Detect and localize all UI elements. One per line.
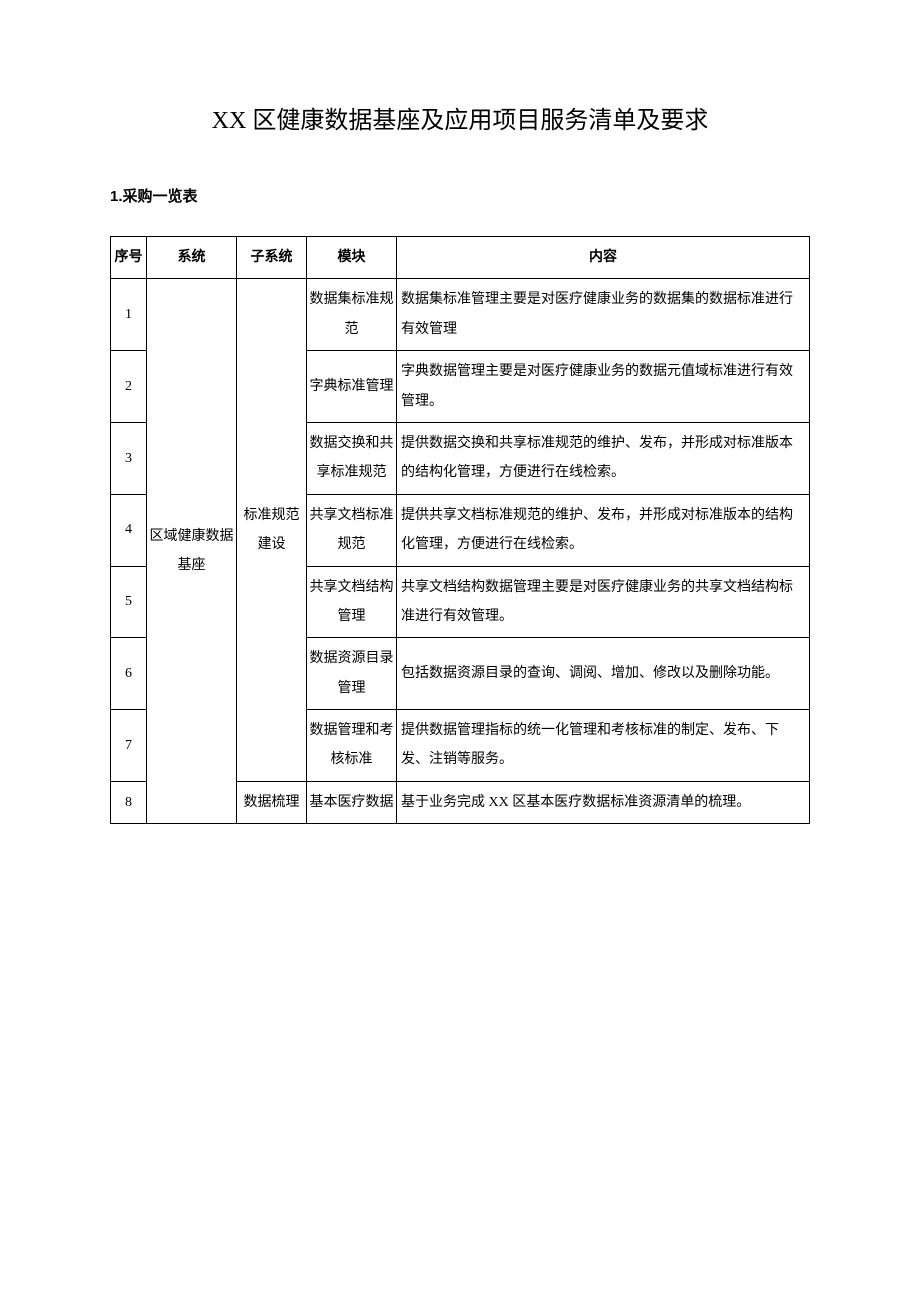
cell-seq: 5	[111, 566, 147, 638]
cell-seq: 1	[111, 279, 147, 351]
th-subsystem: 子系统	[237, 237, 307, 279]
cell-subsystem: 标准规范建设	[237, 279, 307, 781]
cell-content: 提供数据管理指标的统一化管理和考核标准的制定、发布、下发、注销等服务。	[397, 710, 810, 782]
cell-content: 提供数据交换和共享标准规范的维护、发布，并形成对标准版本的结构化管理，方便进行在…	[397, 422, 810, 494]
cell-content: 包括数据资源目录的查询、调阅、增加、修改以及删除功能。	[397, 638, 810, 710]
cell-seq: 2	[111, 351, 147, 423]
procurement-table: 序号 系统 子系统 模块 内容 1 区域健康数据基座 标准规范建设 数据集标准规…	[110, 236, 810, 824]
cell-seq: 8	[111, 781, 147, 823]
table-header-row: 序号 系统 子系统 模块 内容	[111, 237, 810, 279]
cell-seq: 4	[111, 494, 147, 566]
cell-system: 区域健康数据基座	[147, 279, 237, 824]
cell-module: 基本医疗数据	[307, 781, 397, 823]
cell-seq: 6	[111, 638, 147, 710]
cell-module: 共享文档结构管理	[307, 566, 397, 638]
cell-subsystem: 数据梳理	[237, 781, 307, 823]
cell-module: 字典标准管理	[307, 351, 397, 423]
page-title: XX 区健康数据基座及应用项目服务清单及要求	[110, 100, 810, 135]
cell-content: 数据集标准管理主要是对医疗健康业务的数据集的数据标准进行有效管理	[397, 279, 810, 351]
cell-module: 数据资源目录管理	[307, 638, 397, 710]
table-row: 1 区域健康数据基座 标准规范建设 数据集标准规范 数据集标准管理主要是对医疗健…	[111, 279, 810, 351]
cell-module: 数据交换和共享标准规范	[307, 422, 397, 494]
cell-module: 共享文档标准规范	[307, 494, 397, 566]
cell-module: 数据集标准规范	[307, 279, 397, 351]
cell-seq: 7	[111, 710, 147, 782]
section-header: 1.采购一览表	[110, 185, 810, 206]
cell-content: 共享文档结构数据管理主要是对医疗健康业务的共享文档结构标准进行有效管理。	[397, 566, 810, 638]
th-system: 系统	[147, 237, 237, 279]
cell-content: 提供共享文档标准规范的维护、发布，并形成对标准版本的结构化管理，方便进行在线检索…	[397, 494, 810, 566]
cell-content: 字典数据管理主要是对医疗健康业务的数据元值域标准进行有效管理。	[397, 351, 810, 423]
th-seq: 序号	[111, 237, 147, 279]
cell-seq: 3	[111, 422, 147, 494]
th-content: 内容	[397, 237, 810, 279]
th-module: 模块	[307, 237, 397, 279]
cell-content: 基于业务完成 XX 区基本医疗数据标准资源清单的梳理。	[397, 781, 810, 823]
cell-module: 数据管理和考核标准	[307, 710, 397, 782]
